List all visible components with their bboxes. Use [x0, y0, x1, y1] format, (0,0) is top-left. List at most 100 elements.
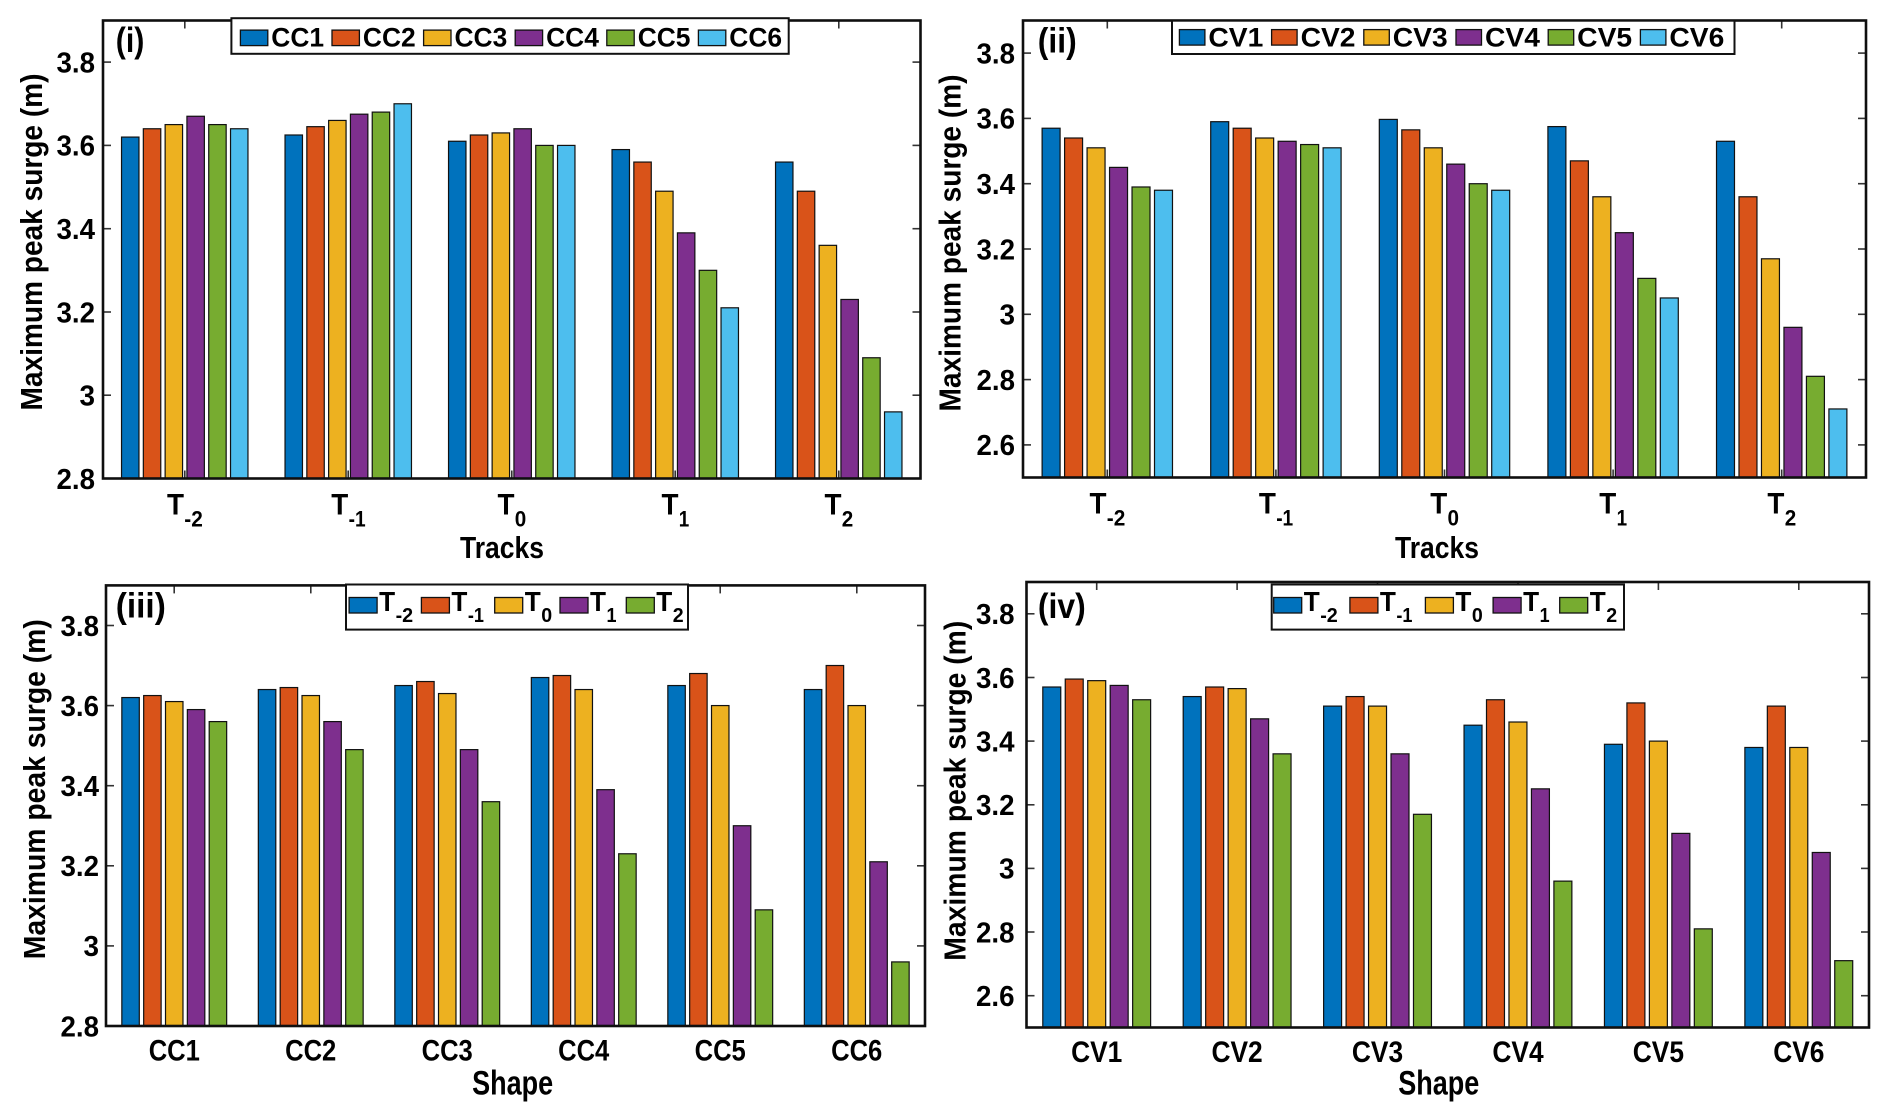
svg-text:Maximum peak surge (m): Maximum peak surge (m): [938, 621, 973, 961]
svg-text:2: 2: [673, 605, 684, 627]
svg-text:T: T: [525, 586, 541, 617]
svg-text:0: 0: [515, 506, 527, 531]
svg-text:(iv): (iv): [1038, 587, 1086, 626]
svg-text:T: T: [1090, 487, 1107, 520]
svg-text:T: T: [451, 586, 467, 617]
svg-text:T: T: [379, 586, 395, 617]
svg-text:CV2: CV2: [1212, 1036, 1263, 1069]
svg-text:T: T: [1455, 586, 1471, 617]
svg-text:-1: -1: [468, 605, 484, 627]
svg-text:-1: -1: [1276, 505, 1293, 530]
svg-text:CC3: CC3: [455, 23, 508, 53]
svg-text:T: T: [1590, 586, 1606, 617]
svg-text:CC5: CC5: [695, 1034, 746, 1067]
svg-text:2: 2: [1785, 505, 1797, 530]
svg-text:T: T: [1380, 586, 1396, 617]
svg-text:CC2: CC2: [363, 23, 416, 53]
svg-text:CC4: CC4: [546, 23, 599, 53]
svg-text:3.2: 3.2: [61, 851, 100, 883]
svg-text:T: T: [498, 488, 515, 521]
svg-text:(i): (i): [116, 21, 145, 60]
svg-text:2.8: 2.8: [61, 1011, 100, 1043]
svg-text:CV3: CV3: [1352, 1036, 1403, 1069]
svg-text:3: 3: [80, 381, 96, 413]
svg-text:T: T: [1599, 487, 1616, 520]
svg-text:Maximum peak surge (m): Maximum peak surge (m): [933, 75, 968, 412]
svg-text:-1: -1: [1396, 605, 1412, 627]
svg-text:3.8: 3.8: [977, 38, 1016, 70]
svg-text:CV5: CV5: [1633, 1036, 1684, 1069]
svg-text:CV4: CV4: [1485, 22, 1540, 52]
svg-text:CV6: CV6: [1669, 22, 1724, 52]
svg-text:CV5: CV5: [1577, 22, 1632, 52]
svg-text:2: 2: [842, 506, 854, 531]
svg-text:3.4: 3.4: [977, 169, 1016, 201]
svg-text:0: 0: [541, 605, 552, 627]
svg-text:CC1: CC1: [149, 1034, 200, 1067]
svg-text:3: 3: [1000, 300, 1016, 332]
svg-text:T: T: [662, 488, 679, 521]
svg-text:CC3: CC3: [422, 1034, 473, 1067]
svg-text:CV2: CV2: [1301, 22, 1356, 52]
svg-text:CV4: CV4: [1492, 1036, 1543, 1069]
svg-text:T: T: [1430, 487, 1447, 520]
svg-text:-2: -2: [1107, 505, 1126, 530]
svg-text:CC2: CC2: [285, 1034, 336, 1067]
svg-text:3.4: 3.4: [61, 771, 100, 803]
svg-text:-2: -2: [184, 506, 203, 531]
svg-text:3.4: 3.4: [976, 726, 1015, 758]
svg-text:1: 1: [679, 506, 690, 531]
svg-text:1: 1: [1617, 505, 1628, 530]
svg-text:CV6: CV6: [1773, 1036, 1824, 1069]
svg-text:Shape: Shape: [1398, 1064, 1479, 1102]
svg-text:3.8: 3.8: [57, 47, 96, 79]
svg-text:Maximum peak surge (m): Maximum peak surge (m): [14, 74, 49, 411]
svg-text:0: 0: [1448, 505, 1460, 530]
svg-text:CV1: CV1: [1208, 22, 1263, 52]
svg-text:2.8: 2.8: [977, 365, 1016, 397]
svg-text:Shape: Shape: [472, 1064, 553, 1102]
svg-text:3.2: 3.2: [977, 234, 1016, 266]
svg-text:3.6: 3.6: [977, 104, 1016, 136]
svg-text:CC5: CC5: [638, 23, 691, 53]
svg-text:-1: -1: [349, 506, 366, 531]
svg-text:3.2: 3.2: [976, 790, 1015, 822]
svg-text:T: T: [825, 488, 842, 521]
svg-text:CV3: CV3: [1393, 22, 1448, 52]
svg-text:1: 1: [607, 605, 617, 627]
svg-text:CC1: CC1: [271, 23, 324, 53]
svg-text:0: 0: [1472, 605, 1483, 627]
svg-text:T: T: [1304, 586, 1320, 617]
svg-text:T: T: [167, 488, 184, 521]
svg-text:3.6: 3.6: [61, 691, 100, 723]
svg-text:(ii): (ii): [1038, 21, 1077, 60]
svg-text:2: 2: [1606, 605, 1617, 627]
svg-text:3.8: 3.8: [976, 599, 1015, 631]
svg-text:Tracks: Tracks: [460, 530, 544, 565]
svg-text:2.8: 2.8: [57, 464, 96, 496]
svg-text:CC4: CC4: [558, 1034, 609, 1067]
svg-text:2.6: 2.6: [976, 981, 1015, 1013]
svg-text:Tracks: Tracks: [1395, 530, 1479, 565]
svg-text:3: 3: [999, 854, 1015, 886]
svg-text:-2: -2: [396, 605, 414, 627]
svg-text:3.6: 3.6: [976, 663, 1015, 695]
svg-text:3.6: 3.6: [57, 131, 96, 163]
svg-text:T: T: [590, 586, 606, 617]
svg-text:Maximum peak surge (m): Maximum peak surge (m): [17, 619, 52, 959]
svg-text:T: T: [1767, 487, 1784, 520]
svg-text:3.4: 3.4: [57, 214, 96, 246]
svg-text:(iii): (iii): [116, 586, 166, 625]
svg-text:3.8: 3.8: [61, 611, 100, 643]
svg-text:3.2: 3.2: [57, 297, 96, 329]
svg-text:2.6: 2.6: [977, 430, 1016, 462]
svg-text:CC6: CC6: [831, 1034, 882, 1067]
svg-text:-2: -2: [1320, 605, 1338, 627]
svg-text:3: 3: [84, 931, 100, 963]
svg-text:1: 1: [1540, 605, 1550, 627]
svg-text:CV1: CV1: [1071, 1036, 1122, 1069]
svg-text:T: T: [331, 488, 348, 521]
svg-text:T: T: [1259, 487, 1276, 520]
svg-text:T: T: [1523, 586, 1539, 617]
svg-text:CC6: CC6: [729, 23, 782, 53]
